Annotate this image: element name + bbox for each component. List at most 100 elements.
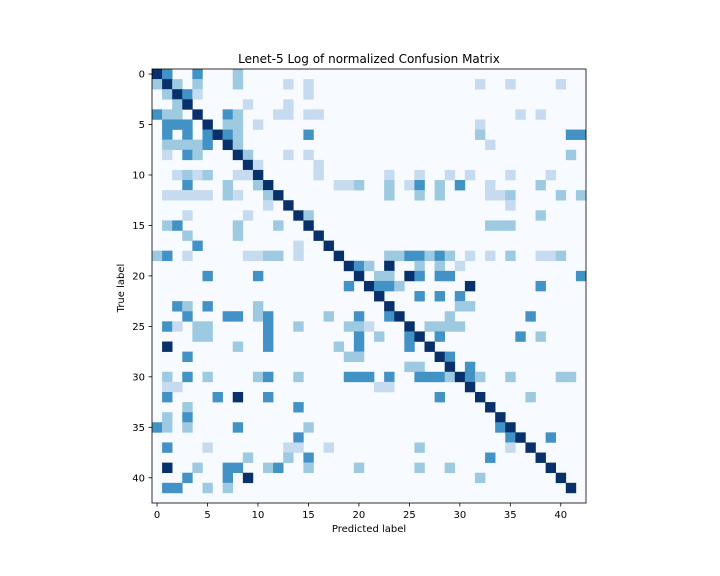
heatmap-cell [202,169,213,181]
y-tick-label: 25 [132,322,145,333]
y-axis-label: True label [116,264,127,314]
heatmap-cell [374,291,385,302]
heatmap-cell [242,159,254,171]
heatmap-cell [192,240,203,251]
heatmap-cell [192,169,203,181]
heatmap-cell [202,301,213,312]
heatmap-cell [434,291,445,302]
heatmap-cell [172,139,183,151]
x-tick-label: 25 [403,510,416,521]
heatmap-cell [182,230,193,241]
heatmap-cell [162,371,173,383]
heatmap-cell [202,129,213,140]
heatmap-cell [252,250,264,262]
heatmap-cell [202,321,213,332]
heatmap-cell [222,109,234,120]
heatmap-cell [222,482,234,494]
heatmap-cell [232,79,244,90]
heatmap-cell [384,280,395,292]
heatmap-cell [535,109,546,120]
plot-frame [151,68,587,504]
heatmap-cell [182,412,193,423]
heatmap-cell [172,79,183,90]
heatmap-cell [222,119,234,130]
heatmap-cell [162,190,173,201]
heatmap-cell [444,311,456,322]
heatmap-cell [293,402,304,413]
y-tick-label: 35 [132,423,145,434]
heatmap-cell [232,119,244,130]
heatmap-cell [404,361,415,373]
heatmap-cell [192,139,203,151]
heatmap-cell [283,200,294,211]
heatmap-cell [172,381,183,393]
heatmap-cell [172,169,183,181]
heatmap-cell [495,190,506,201]
heatmap-cell [535,452,546,463]
heatmap-cell [273,220,284,231]
heatmap-cell [414,371,425,383]
heatmap-cell [545,250,557,262]
heatmap-cell [353,331,365,342]
heatmap-cell [232,230,244,241]
heatmap-cell [414,291,425,302]
x-tick-label: 15 [302,510,315,521]
heatmap-cell [414,442,425,453]
heatmap-cell [374,331,385,342]
heatmap-cell [182,129,193,140]
heatmap-cell [353,311,365,322]
heatmap-cell [232,190,244,201]
x-axis-label: Predicted label [332,524,406,535]
heatmap-cell [313,230,324,241]
heatmap-cell [252,270,264,282]
heatmap-cell [162,412,173,423]
heatmap-cell [333,180,345,191]
heatmap-cell [505,432,516,443]
heatmap-cell [162,422,173,433]
heatmap-cell [293,240,304,251]
heatmap-cell [414,361,425,373]
heatmap-cell [424,341,435,352]
heatmap-cell [545,169,557,181]
heatmap-cell [384,301,395,312]
heatmap-cell [474,391,486,403]
heatmap-cell [474,129,486,140]
x-tick-label: 20 [353,510,366,521]
heatmap-cell [182,301,193,312]
heatmap-cell [495,220,506,231]
heatmap-cell [343,280,355,292]
x-tick-label: 5 [204,510,210,521]
heatmap-cell [182,422,193,433]
heatmap-cell [232,220,244,231]
heatmap-cell [535,280,546,292]
heatmap-cell [384,169,395,181]
heatmap-cell [222,139,234,151]
heatmap-cell [162,69,173,80]
heatmap-cells [152,69,587,503]
y-tick-label: 40 [132,473,145,484]
heatmap-cell [454,301,466,312]
heatmap-cell [384,190,395,201]
heatmap-cell [414,250,425,262]
axis-ticks: 0 5 10 15 20 25 30 35 40 0 5 10 15 20 25 30 35 40 [132,70,567,521]
heatmap-cell [485,139,496,151]
heatmap-cell [182,250,193,262]
heatmap-cell [303,462,314,474]
heatmap-cell [485,250,496,262]
heatmap-cell [252,301,264,312]
heatmap-cell [172,190,183,201]
heatmap-cell [555,190,567,201]
heatmap-cell [303,129,314,140]
heatmap-cell [394,311,405,322]
heatmap-cell [283,442,294,453]
heatmap-cell [363,260,375,272]
heatmap-cell [565,149,577,161]
heatmap-cell [444,270,456,282]
heatmap-cell [444,462,456,474]
heatmap-cell [172,321,183,332]
heatmap-cell [182,180,193,191]
heatmap-cell [414,169,425,181]
heatmap-cell [182,149,193,161]
heatmap-cell [293,432,304,443]
heatmap-cell [374,280,385,292]
